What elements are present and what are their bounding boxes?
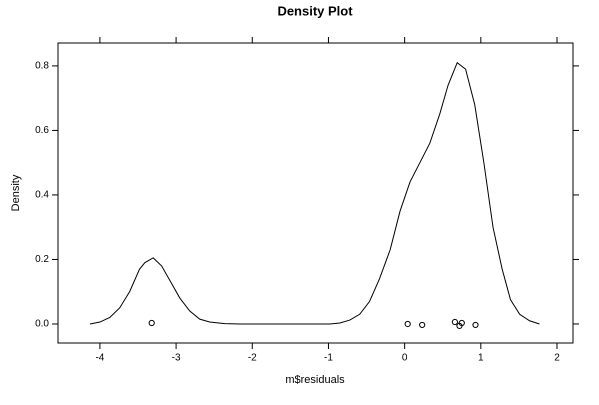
x-tick-label: -3 <box>172 353 181 364</box>
y-tick-label: 0.8 <box>35 61 49 72</box>
x-tick-label: 2 <box>554 353 560 364</box>
x-tick-label: -4 <box>95 353 104 364</box>
plot-frame <box>57 42 574 344</box>
y-axis-label: Density <box>10 174 22 211</box>
chart-title: Density Plot <box>277 3 353 18</box>
y-tick-label: 0.0 <box>35 319 49 330</box>
y-tick-label: 0.2 <box>35 254 49 265</box>
data-point <box>148 319 155 327</box>
data-point <box>451 318 459 326</box>
data-point <box>458 319 465 327</box>
x-tick-label: -1 <box>324 353 333 364</box>
density-line <box>89 61 540 325</box>
data-point <box>419 321 426 329</box>
x-tick-label: -2 <box>248 353 257 364</box>
x-tick-label: 0 <box>402 353 408 364</box>
x-tick-label: 1 <box>478 353 484 364</box>
y-tick-label: 0.6 <box>35 125 49 136</box>
x-axis-label: m$residuals <box>285 374 345 386</box>
data-point <box>404 320 411 328</box>
data-point <box>472 321 479 329</box>
y-tick-label: 0.4 <box>35 190 49 201</box>
